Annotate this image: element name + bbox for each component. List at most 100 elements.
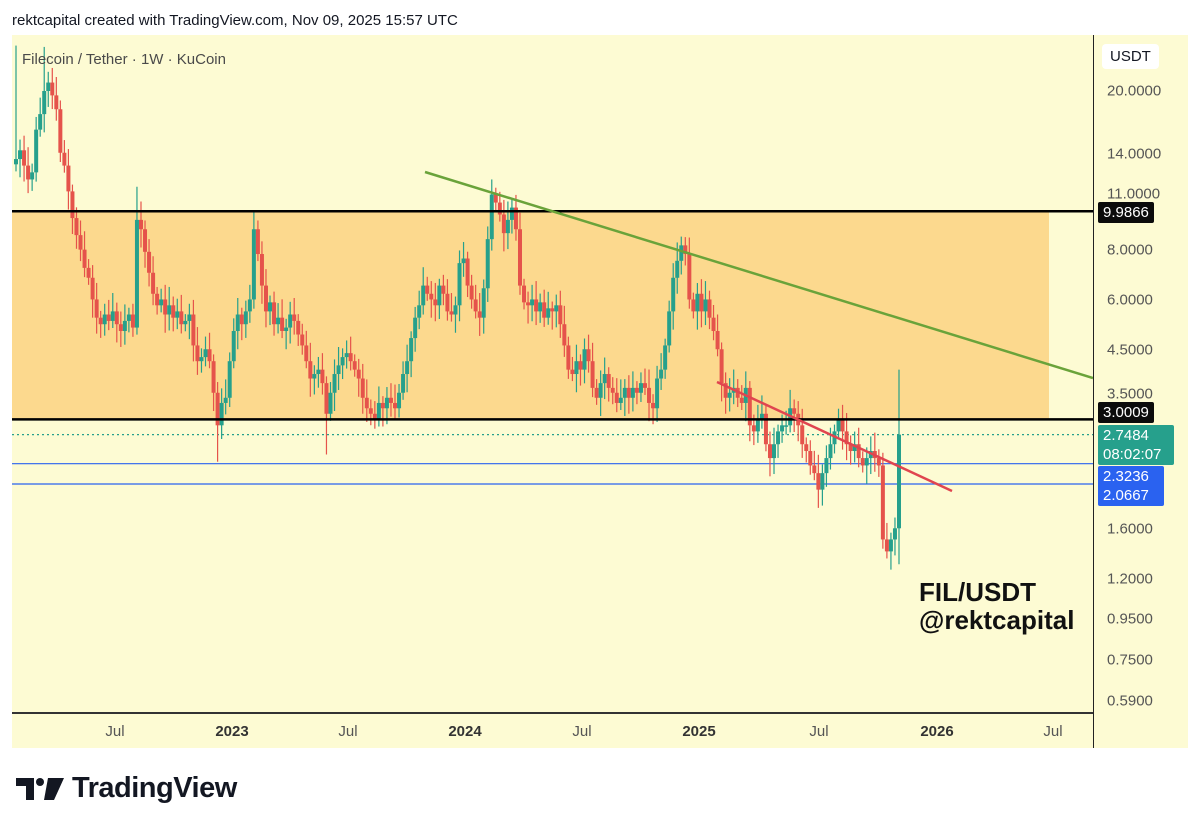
tradingview-logo[interactable]: TradingView (16, 772, 237, 805)
candle-body (509, 207, 514, 220)
candle-body (739, 397, 744, 403)
candle-body (707, 299, 712, 318)
candle-body (175, 311, 180, 318)
candle-body (106, 314, 111, 321)
candle-body (114, 311, 119, 325)
candle-body (425, 285, 430, 294)
candle-body (715, 331, 720, 350)
candle-body (320, 369, 325, 384)
candle-body (130, 314, 135, 328)
time-tick-label: Jul (338, 723, 358, 740)
candlestick-chart[interactable] (12, 35, 1093, 712)
time-tick-label: Jul (1043, 723, 1063, 740)
currency-button[interactable]: USDT (1102, 44, 1159, 69)
candle-body (211, 361, 216, 393)
candle-body (848, 444, 853, 452)
candle-body (723, 383, 728, 398)
candle-body (546, 308, 551, 318)
time-tick-label: Jul (105, 723, 125, 740)
candle-body (284, 327, 289, 332)
candle-body (602, 374, 607, 384)
candle-body (102, 314, 107, 325)
candle-body (332, 374, 337, 393)
candle-body (755, 419, 760, 432)
candle-body (199, 357, 204, 362)
candle-body (437, 285, 442, 306)
candle-body (864, 458, 869, 466)
candle-body (489, 194, 494, 240)
candle-body (62, 152, 67, 166)
candle-body (501, 214, 506, 234)
attribution-header: rektcapital created with TradingView.com… (12, 12, 458, 29)
candle-body (651, 402, 656, 409)
candle-body (816, 473, 821, 490)
candle-body (800, 425, 805, 445)
candle-body (304, 345, 309, 362)
candle-body (824, 458, 829, 474)
candle-body (30, 172, 35, 180)
candle-body (268, 302, 273, 312)
time-axis[interactable]: Jul 2023 Jul 2024 Jul 2025 Jul 2026 Jul (12, 712, 1093, 750)
candle-body (393, 402, 398, 409)
candle-body (191, 314, 196, 346)
time-tick-label: Jul (572, 723, 592, 740)
candle-body (614, 392, 619, 403)
candle-body (441, 285, 446, 294)
candle-body (183, 320, 188, 325)
candle-body (70, 191, 75, 219)
candle-body (517, 229, 522, 286)
candle-body (243, 311, 248, 325)
candle-body (231, 331, 236, 362)
candle-body (203, 349, 208, 358)
candle-body (594, 387, 599, 398)
candle-body (272, 302, 277, 325)
chart-plot-area[interactable]: Filecoin / Tether · 1W · KuCoin FIL/USDT… (12, 35, 1093, 712)
candle-body (727, 392, 732, 398)
candle-body (413, 317, 418, 339)
candle-body (235, 314, 240, 332)
chart-container[interactable]: Filecoin / Tether · 1W · KuCoin FIL/USDT… (12, 35, 1188, 748)
candle-body (155, 293, 160, 306)
candle-body (259, 254, 264, 286)
candle-body (364, 397, 369, 409)
candle-body (679, 245, 684, 261)
candle-body (558, 305, 563, 325)
candle-body (772, 444, 777, 459)
candle-body (251, 229, 256, 300)
candle-body (582, 349, 587, 370)
candle-body (469, 285, 474, 300)
time-tick-label: 2025 (682, 723, 716, 740)
candle-body (296, 320, 301, 335)
candle-body (578, 361, 583, 370)
price-axis[interactable]: USDT 9.9866 3.0009 2.7484 08:02:07 2.323… (1093, 35, 1189, 748)
candle-body (66, 165, 71, 192)
blue-level-tags: 2.3236 2.0667 (1098, 466, 1164, 506)
candle-body (638, 383, 643, 393)
candle-body (227, 361, 232, 398)
candle-body (122, 320, 127, 332)
candle-body (784, 425, 789, 427)
candle-body (453, 305, 458, 315)
candle-body (792, 408, 797, 414)
candle-body (477, 311, 482, 318)
tradingview-brand-text: TradingView (72, 772, 237, 804)
candle-body (542, 302, 547, 318)
symbol-title[interactable]: Filecoin / Tether · 1W · KuCoin (22, 51, 226, 68)
candle-body (147, 251, 152, 273)
candle-body (671, 277, 676, 312)
candle-body (655, 378, 660, 409)
candle-body (42, 91, 47, 115)
price-tag-resistance-high: 9.9866 (1098, 202, 1154, 223)
candle-body (409, 338, 414, 362)
candle-body (630, 387, 635, 398)
candle-body (18, 150, 23, 160)
candle-body (215, 392, 220, 426)
candle-body (860, 458, 865, 466)
candle-body (98, 317, 103, 325)
candle-body (763, 413, 768, 445)
candle-body (384, 397, 389, 409)
candle-body (195, 345, 200, 362)
candle-body (526, 302, 531, 306)
candle-body (14, 159, 18, 165)
price-tick-label: 20.0000 (1107, 82, 1162, 100)
